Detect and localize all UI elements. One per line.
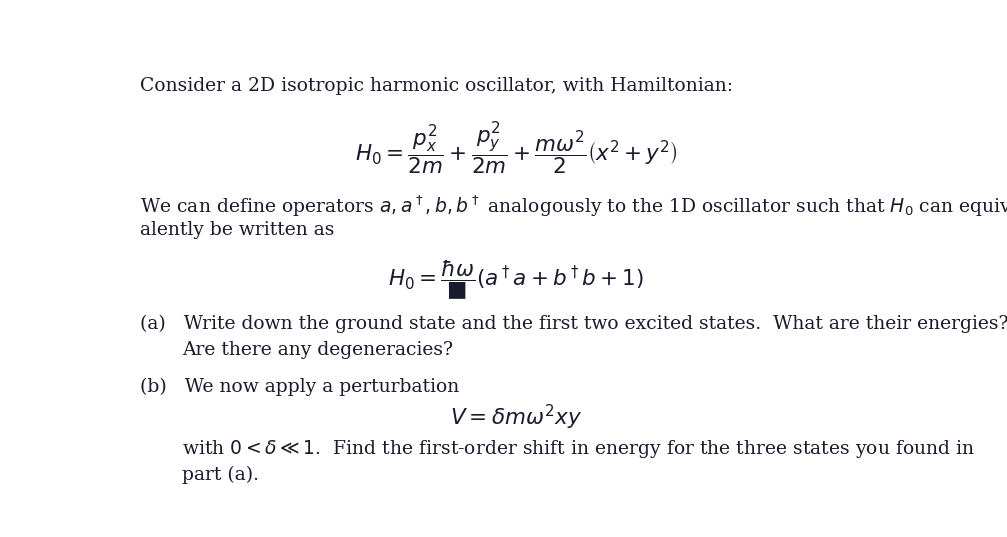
Text: $H_0 = \dfrac{p_x^2}{2m} + \dfrac{p_y^2}{2m} + \dfrac{m\omega^2}{2}\left(x^2 + y: $H_0 = \dfrac{p_x^2}{2m} + \dfrac{p_y^2}…	[354, 120, 678, 177]
Text: Are there any degeneracies?: Are there any degeneracies?	[182, 342, 453, 359]
Text: part (a).: part (a).	[182, 466, 259, 484]
Text: alently be written as: alently be written as	[140, 221, 334, 239]
Text: (b)   We now apply a perturbation: (b) We now apply a perturbation	[140, 378, 459, 396]
Text: $V = \delta m\omega^2 xy$: $V = \delta m\omega^2 xy$	[450, 402, 582, 432]
Text: (a)   Write down the ground state and the first two excited states.  What are th: (a) Write down the ground state and the …	[140, 314, 1007, 332]
Text: We can define operators $a, a^\dagger, b, b^\dagger$ analogously to the 1D oscil: We can define operators $a, a^\dagger, b…	[140, 194, 1007, 220]
Text: $H_0 = \dfrac{\hbar\omega}{\blacksquare}\left(a^\dagger a + b^\dagger b + 1\righ: $H_0 = \dfrac{\hbar\omega}{\blacksquare}…	[388, 259, 644, 302]
Text: Consider a 2D isotropic harmonic oscillator, with Hamiltonian:: Consider a 2D isotropic harmonic oscilla…	[140, 77, 733, 95]
Text: with $0 < \delta \ll 1$.  Find the first-order shift in energy for the three sta: with $0 < \delta \ll 1$. Find the first-…	[182, 438, 975, 460]
